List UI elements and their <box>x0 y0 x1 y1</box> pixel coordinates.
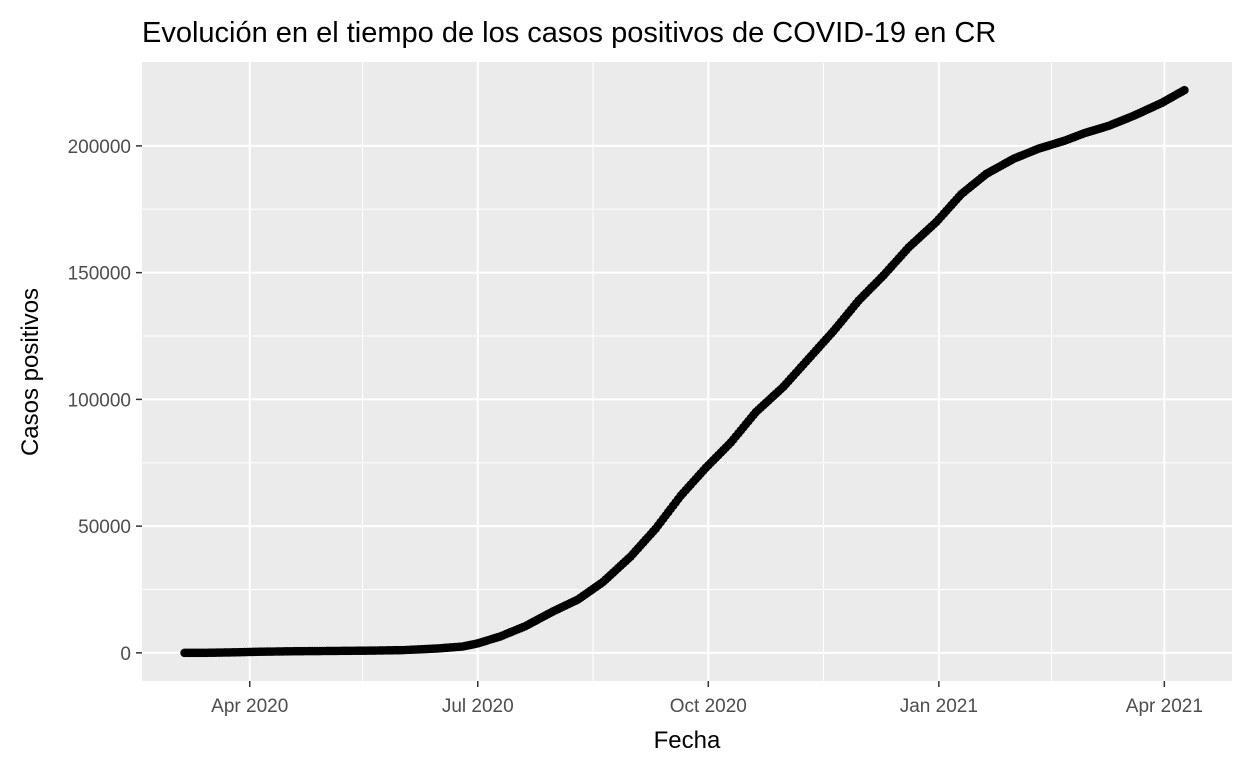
minor-gridlines <box>142 62 1232 681</box>
y-tick-label: 0 <box>120 644 131 665</box>
data-point <box>1180 85 1189 95</box>
y-tick-label: 100000 <box>68 390 131 411</box>
y-axis-title: Casos positivos <box>17 288 44 456</box>
x-tick-label: Apr 2020 <box>211 696 288 717</box>
y-tick-label: 150000 <box>68 264 131 285</box>
data-points <box>180 85 1189 658</box>
y-axis: 0 50000 100000 150000 200000 <box>68 137 142 665</box>
x-tick-label: Oct 2020 <box>670 696 747 717</box>
x-tick-label: Jul 2020 <box>442 696 514 717</box>
plot-panel <box>142 62 1232 681</box>
chart-title: Evolución en el tiempo de los casos posi… <box>142 17 996 49</box>
x-tick-label: Apr 2021 <box>1126 696 1203 717</box>
y-tick-label: 50000 <box>78 517 131 538</box>
y-tick-label: 200000 <box>68 137 131 158</box>
x-axis-title: Fecha <box>654 727 721 754</box>
x-tick-label: Jan 2021 <box>900 696 978 717</box>
x-axis: Apr 2020 Jul 2020 Oct 2020 Jan 2021 Apr 2021 <box>211 681 1203 717</box>
